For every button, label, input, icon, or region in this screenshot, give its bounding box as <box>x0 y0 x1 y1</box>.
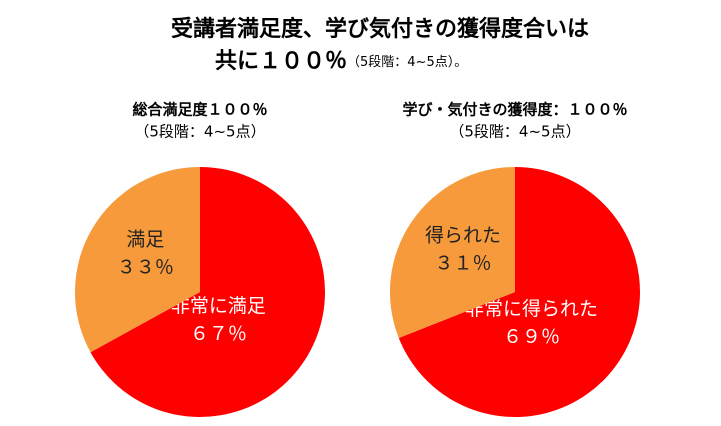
slice-name: 得られた <box>425 224 501 246</box>
pie-slice <box>398 167 640 418</box>
title-main: 共に１００％ <box>215 49 347 74</box>
chart-title: 総合満足度１００％ <box>132 101 267 119</box>
slice-label: ６９％ <box>503 326 560 348</box>
pie-slice <box>390 167 515 339</box>
slice-label: ３１％ <box>434 252 491 274</box>
pie-slice <box>90 167 325 417</box>
slice-name: 満足 <box>126 228 164 250</box>
slice-label: ３３％ <box>117 256 174 278</box>
pie-slice <box>74 167 200 353</box>
slice-name: 非常に満足 <box>171 295 266 317</box>
slice-name: 非常に得られた <box>465 298 598 320</box>
chart-subtitle: （5段階：4~5点） <box>134 123 265 141</box>
chart-subtitle: （5段階：4~5点） <box>449 123 580 141</box>
slice-label: ６７％ <box>190 323 247 345</box>
chart-title: 学び・気付きの獲得度：１００％ <box>402 101 627 119</box>
title-note: （5段階：4~5点）。 <box>347 55 467 70</box>
title-line2: 共に１００％（5段階：4~5点）。 <box>215 49 467 74</box>
title-line1: 受講者満足度、学び気付きの獲得度合いは <box>171 16 589 42</box>
